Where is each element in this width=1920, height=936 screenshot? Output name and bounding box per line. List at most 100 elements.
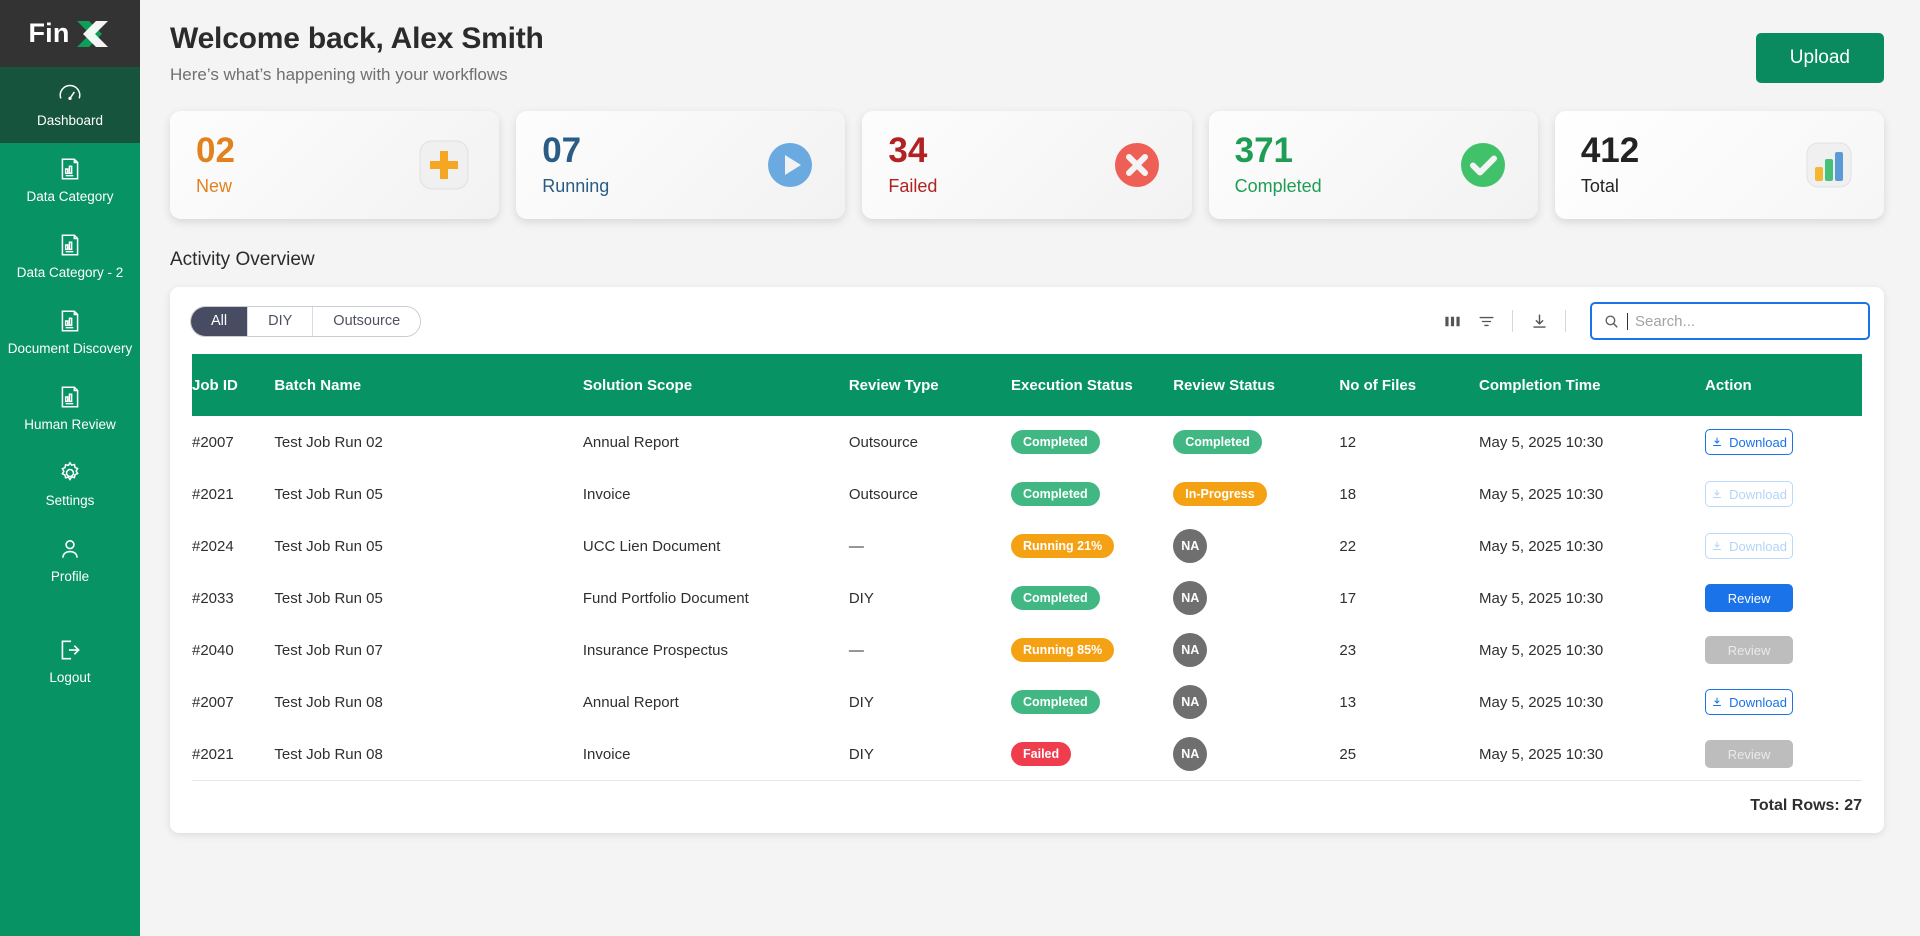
sidebar-item-label: Dashboard (36, 113, 104, 128)
table-header: Job ID Batch Name Solution Scope Review … (192, 354, 1862, 416)
table-header-row: Job ID Batch Name Solution Scope Review … (192, 354, 1862, 416)
section-title: Activity Overview (170, 249, 315, 270)
tab-outsource[interactable]: Outsource (313, 306, 421, 336)
col-review-type[interactable]: Review Type (848, 354, 1012, 416)
cell-action: Review (1705, 624, 1862, 676)
col-no-of-files[interactable]: No of Files (1339, 354, 1480, 416)
review-button-disabled: Review (1705, 636, 1794, 664)
tab-all[interactable]: All (191, 306, 249, 336)
play-icon (762, 137, 818, 193)
cell-completion-time: May 5, 2025 10:30 (1479, 693, 1604, 711)
col-solution-scope[interactable]: Solution Scope (582, 354, 849, 416)
table-row[interactable]: #2021 Test Job Run 08 Invoice DIY Failed NA 25… (192, 728, 1862, 780)
cell-review-status: NA (1173, 676, 1339, 728)
cell-batch-name: Test Job Run 05 (274, 537, 383, 555)
page-header: Welcome back, Alex Smith Here’s what’s h… (170, 22, 1884, 85)
table-row[interactable]: #2007 Test Job Run 08 Annual Report DIY Comp… (192, 676, 1862, 728)
cell-execution-status: Running 21% (1011, 520, 1173, 572)
document-chart-icon (57, 232, 83, 258)
text-caret (1627, 312, 1628, 330)
col-execution-status[interactable]: Execution Status (1011, 354, 1174, 416)
stat-card-completed[interactable]: 371 Completed (1208, 111, 1538, 219)
sidebar-item-dashboard[interactable]: Dashboard (0, 67, 140, 143)
sidebar-item-document-discovery[interactable]: Document Discovery (0, 295, 140, 371)
cell-review-type: — (848, 537, 864, 555)
user-icon (57, 536, 83, 562)
sidebar-item-label: Human Review (24, 416, 116, 432)
search-input[interactable]: Search... (1590, 302, 1870, 340)
cell-job-id: #2007 (192, 693, 234, 711)
total-rows-label: Total Rows: 27 (192, 780, 1862, 833)
sidebar-item-label: Document Discovery (7, 340, 133, 356)
table-row[interactable]: #2040 Test Job Run 07 Insurance Prospectus… (192, 624, 1862, 676)
upload-button[interactable]: Upload (1755, 33, 1884, 83)
filter-tabs: All DIY Outsource (190, 305, 422, 337)
sidebar-item-label: Logout (49, 670, 91, 686)
stat-value: 07 (542, 130, 582, 170)
cell-no-of-files: 17 (1339, 589, 1357, 607)
cell-action: Review (1705, 572, 1862, 624)
stat-card-running[interactable]: 07 Running (516, 111, 846, 219)
plus-icon (416, 137, 472, 193)
col-job-id[interactable]: Job ID (192, 354, 275, 416)
filter-icon[interactable] (1469, 306, 1503, 336)
cell-execution-status: Failed (1011, 728, 1173, 780)
status-badge: Completed (1173, 430, 1262, 454)
stat-value: 02 (196, 130, 235, 170)
status-badge: NA (1173, 581, 1208, 615)
table-row[interactable]: #2033 Test Job Run 05 Fund Portfolio Docum… (192, 572, 1862, 624)
main-content: Welcome back, Alex Smith Here’s what’s h… (140, 0, 1920, 936)
col-batch-name[interactable]: Batch Name (274, 354, 583, 416)
status-badge: NA (1173, 685, 1208, 719)
cell-review-type: DIY (848, 693, 874, 711)
toolbar-actions: Search... (1435, 302, 1870, 340)
download-button[interactable]: Download (1705, 429, 1794, 455)
cell-job-id: #2024 (192, 537, 234, 555)
cell-review-type: DIY (848, 589, 874, 607)
cell-execution-status: Completed (1011, 676, 1173, 728)
panel-toolbar: All DIY Outsource (170, 287, 1884, 354)
cell-batch-name: Test Job Run 08 (274, 745, 383, 763)
cell-review-status: NA (1173, 624, 1339, 676)
cell-job-id: #2040 (192, 641, 234, 659)
cell-action: Download (1705, 416, 1862, 468)
sidebar-item-data-category-2[interactable]: Data Category - 2 (0, 219, 140, 295)
sidebar-item-settings[interactable]: Settings (0, 447, 140, 523)
columns-icon[interactable] (1435, 306, 1469, 336)
cell-no-of-files: 23 (1339, 641, 1357, 659)
stat-label: Total (1580, 176, 1619, 197)
download-button[interactable]: Download (1705, 689, 1794, 715)
toolbar-divider (1565, 310, 1566, 332)
cell-solution-scope: Invoice (582, 485, 631, 503)
sidebar-item-logout[interactable]: Logout (0, 624, 140, 700)
stat-value: 34 (888, 130, 928, 170)
stat-card-new[interactable]: 02 New (170, 111, 500, 219)
download-icon[interactable] (1522, 306, 1556, 336)
cell-solution-scope: Fund Portfolio Document (582, 589, 749, 607)
status-badge: Running 85% (1011, 638, 1115, 662)
status-badge: Running 21% (1011, 534, 1115, 558)
document-chart-icon (57, 308, 83, 334)
stat-card-total[interactable]: 412 Total (1554, 111, 1885, 219)
tab-diy[interactable]: DIY (248, 306, 314, 336)
table-row[interactable]: #2021 Test Job Run 05 Invoice Outsource Comp… (192, 468, 1862, 520)
cell-no-of-files: 25 (1339, 745, 1357, 763)
table-row[interactable]: #2007 Test Job Run 02 Annual Report Outsour… (192, 416, 1862, 468)
col-action[interactable]: Action (1705, 354, 1862, 416)
sidebar-item-label: Data Category - 2 (16, 264, 124, 280)
sidebar-item-data-category[interactable]: Data Category (0, 143, 140, 219)
activity-table: Job ID Batch Name Solution Scope Review … (192, 354, 1862, 780)
sidebar-item-profile[interactable]: Profile (0, 523, 140, 599)
sidebar-item-human-review[interactable]: Human Review (0, 371, 140, 447)
review-button[interactable]: Review (1705, 584, 1794, 612)
cell-job-id: #2021 (192, 485, 234, 503)
status-badge: Completed (1011, 586, 1100, 610)
search-icon (1605, 314, 1618, 328)
cell-review-status: Completed (1173, 416, 1339, 468)
cell-action: Download (1705, 520, 1862, 572)
brand-logo: Fin (0, 0, 140, 67)
table-row[interactable]: #2024 Test Job Run 05 UCC Lien Document — Ru… (192, 520, 1862, 572)
stat-card-failed[interactable]: 34 Failed (862, 111, 1192, 219)
col-review-status[interactable]: Review Status (1173, 354, 1340, 416)
col-completion-time[interactable]: Completion Time (1479, 354, 1706, 416)
